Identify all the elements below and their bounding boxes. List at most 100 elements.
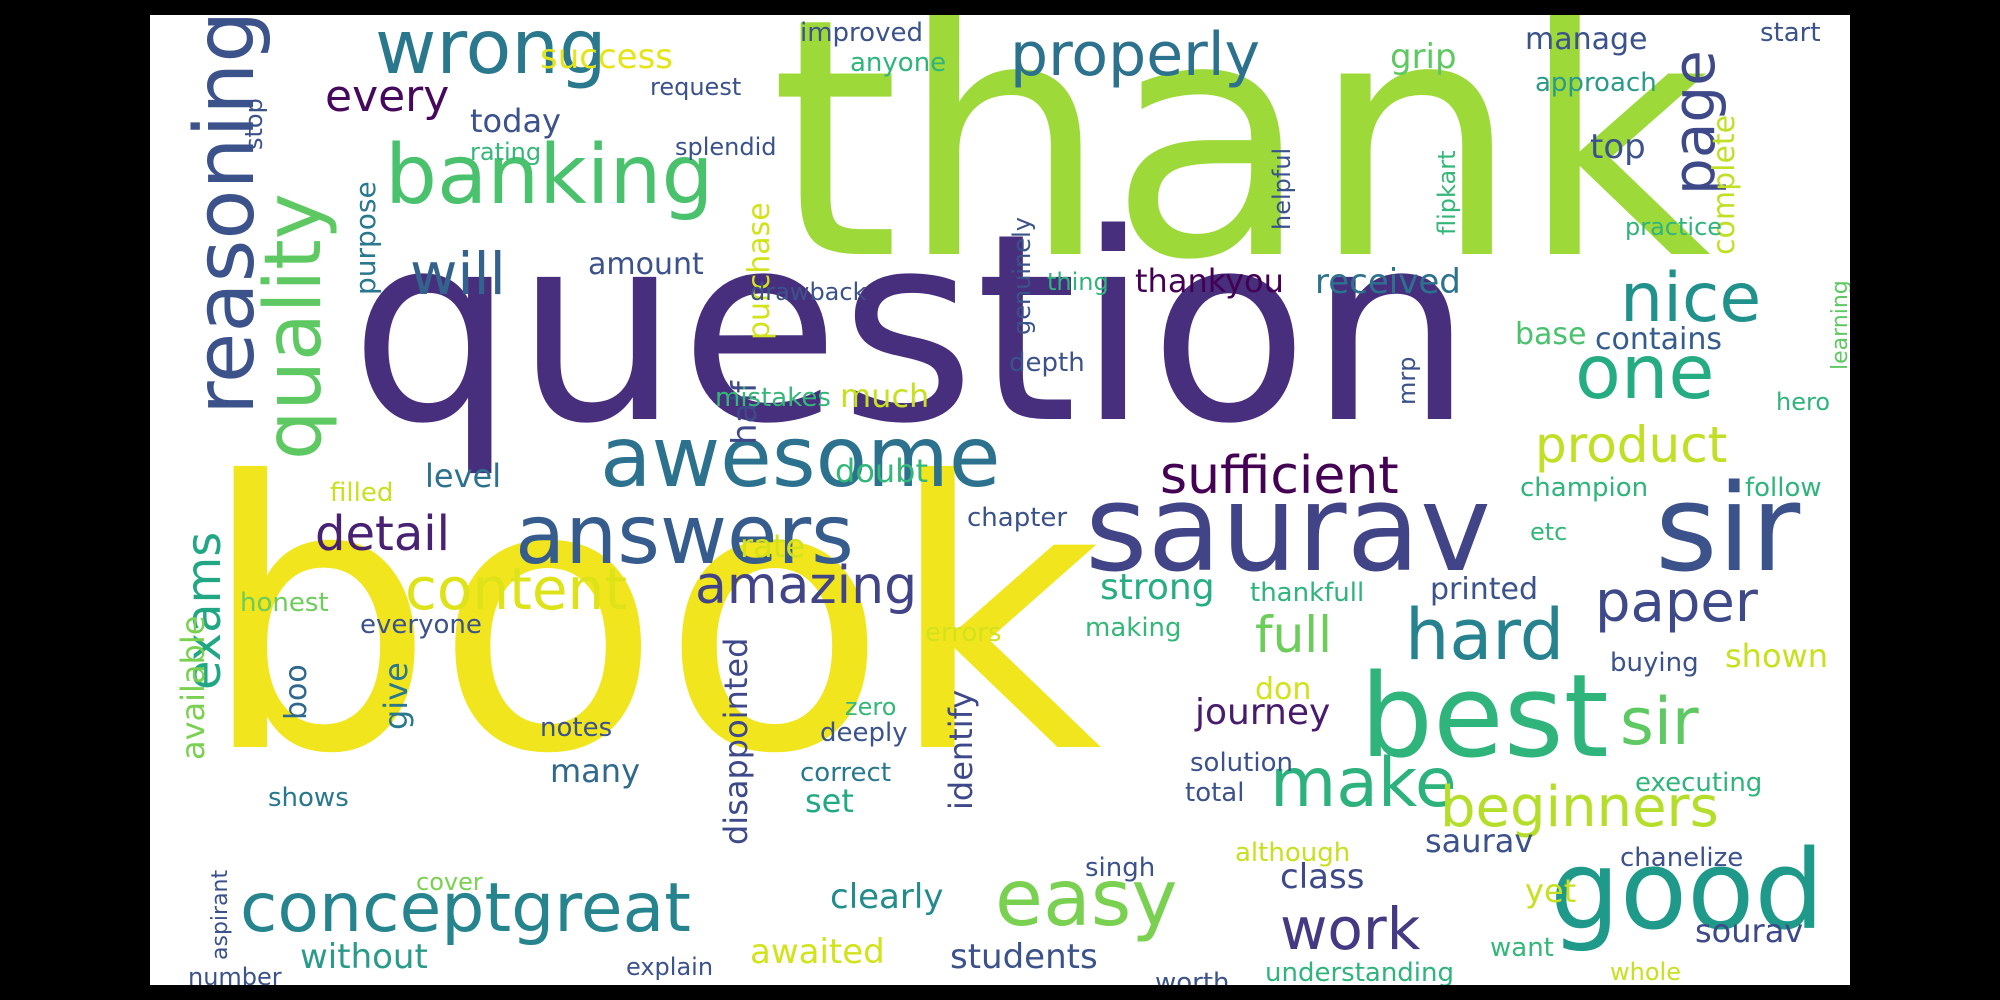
word-much: much [840, 377, 930, 415]
word-quality: quality [249, 193, 339, 460]
word-filled: filled [330, 478, 394, 508]
word-properly: properly [1010, 20, 1260, 90]
word-yet: yet [1525, 872, 1577, 910]
word-chanelize: chanelize [1620, 843, 1744, 873]
word-total: total [1185, 778, 1245, 808]
word-full: full [1255, 606, 1333, 664]
word-approach: approach [1535, 68, 1657, 98]
word-easy: easy [995, 854, 1178, 944]
word-etc: etc [1530, 518, 1568, 546]
word-paper: paper [1595, 570, 1758, 635]
word-saurav: saurav [1085, 460, 1491, 599]
word-work: work [1280, 895, 1421, 963]
word-set: set [805, 782, 854, 820]
word-students: students [950, 937, 1098, 977]
word-executing: executing [1635, 768, 1763, 798]
word-solution: solution [1190, 748, 1293, 778]
word-purpose: purpose [349, 181, 382, 295]
word-number: number [188, 963, 282, 985]
word-practice: practice [1625, 213, 1723, 241]
word-stop: stop [240, 98, 268, 150]
word-banking: banking [385, 128, 714, 223]
word-request: request [650, 73, 742, 101]
word-will: will [410, 240, 506, 308]
word-zero: zero [845, 693, 897, 721]
word-start: start [1760, 18, 1821, 48]
word-shown: shown [1725, 637, 1828, 675]
word-worth: worth [1155, 968, 1230, 985]
word-anyone: anyone [850, 48, 947, 78]
word-success: success [540, 37, 673, 77]
word-identify: identify [942, 689, 980, 810]
word-follow: follow [1745, 473, 1822, 503]
word-good: good [1550, 826, 1825, 954]
word-purchase: purchase [742, 202, 777, 340]
word-thing: thing [1047, 268, 1109, 296]
word-boo: boo [279, 664, 314, 720]
word-helpful: helpful [1268, 147, 1296, 230]
word-many: many [550, 752, 640, 790]
word-thank: thank [770, 15, 1712, 332]
word-level: level [425, 457, 502, 495]
word-thankyou: thankyou [1135, 262, 1284, 300]
word-aspirant: aspirant [208, 869, 233, 960]
word-mistakes: mistakes [715, 383, 831, 413]
word-rating: rating [470, 138, 542, 166]
word-chapter: chapter [967, 503, 1068, 533]
word-thankfull: thankfull [1250, 578, 1365, 608]
word-saurav: saurav [1425, 822, 1534, 860]
word-today: today [470, 102, 561, 140]
word-received: received [1315, 262, 1461, 302]
word-making: making [1085, 613, 1182, 643]
word-content: content [405, 555, 628, 623]
word-clearly: clearly [830, 877, 944, 917]
word-cover: cover [416, 868, 483, 896]
word-want: want [1490, 933, 1554, 963]
word-book: book [200, 405, 1102, 835]
word-amount: amount [588, 247, 704, 282]
word-don: don [1255, 672, 1312, 707]
word-without: without [300, 937, 428, 977]
word-manage: manage [1525, 22, 1648, 57]
word-depth: depth [1009, 348, 1085, 378]
word-rate: rate [740, 527, 805, 565]
word-question: question [350, 179, 1474, 481]
word-answers: answers [515, 488, 854, 583]
word-genuinely: genuinely [1008, 217, 1036, 335]
word-disappointed: disappointed [717, 637, 755, 845]
word-class: class [1280, 857, 1365, 897]
word-splendid: splendid [675, 133, 777, 161]
word-notes: notes [540, 713, 613, 743]
word-journey: journey [1195, 692, 1331, 733]
word-singh: singh [1085, 853, 1156, 883]
word-product: product [1535, 416, 1728, 474]
word-detail: detail [315, 506, 450, 562]
word-top: top [1590, 127, 1646, 167]
word-printed: printed [1430, 572, 1538, 607]
word-mrp: mrp [1393, 356, 1421, 405]
word-understanding: understanding [1265, 958, 1455, 985]
word-sourav: sourav [1695, 912, 1804, 950]
word-best: best [1360, 650, 1609, 784]
word-hard: hard [1405, 594, 1565, 676]
word-base: base [1515, 317, 1587, 352]
word-deeply: deeply [820, 718, 908, 748]
word-hero: hero [1776, 388, 1830, 416]
word-amazing: amazing [695, 556, 918, 616]
word-sufficient: sufficient [1160, 446, 1399, 506]
word-awaited: awaited [750, 932, 885, 972]
word-every: every [325, 71, 450, 122]
word-awesome: awesome [600, 408, 1001, 506]
word-beginners: beginners [1440, 775, 1719, 840]
word-buying: buying [1610, 648, 1699, 678]
word-strong: strong [1100, 567, 1215, 608]
word-nice: nice [1620, 259, 1762, 338]
word-make: make [1270, 744, 1457, 823]
word-available: available [174, 615, 212, 760]
word-doubt: doubt [835, 452, 929, 490]
word-sir: sir [1655, 460, 1801, 599]
word-sir: sir [1620, 685, 1699, 760]
word-flipkart: flipkart [1433, 150, 1461, 235]
word-improved: improved [800, 18, 923, 48]
